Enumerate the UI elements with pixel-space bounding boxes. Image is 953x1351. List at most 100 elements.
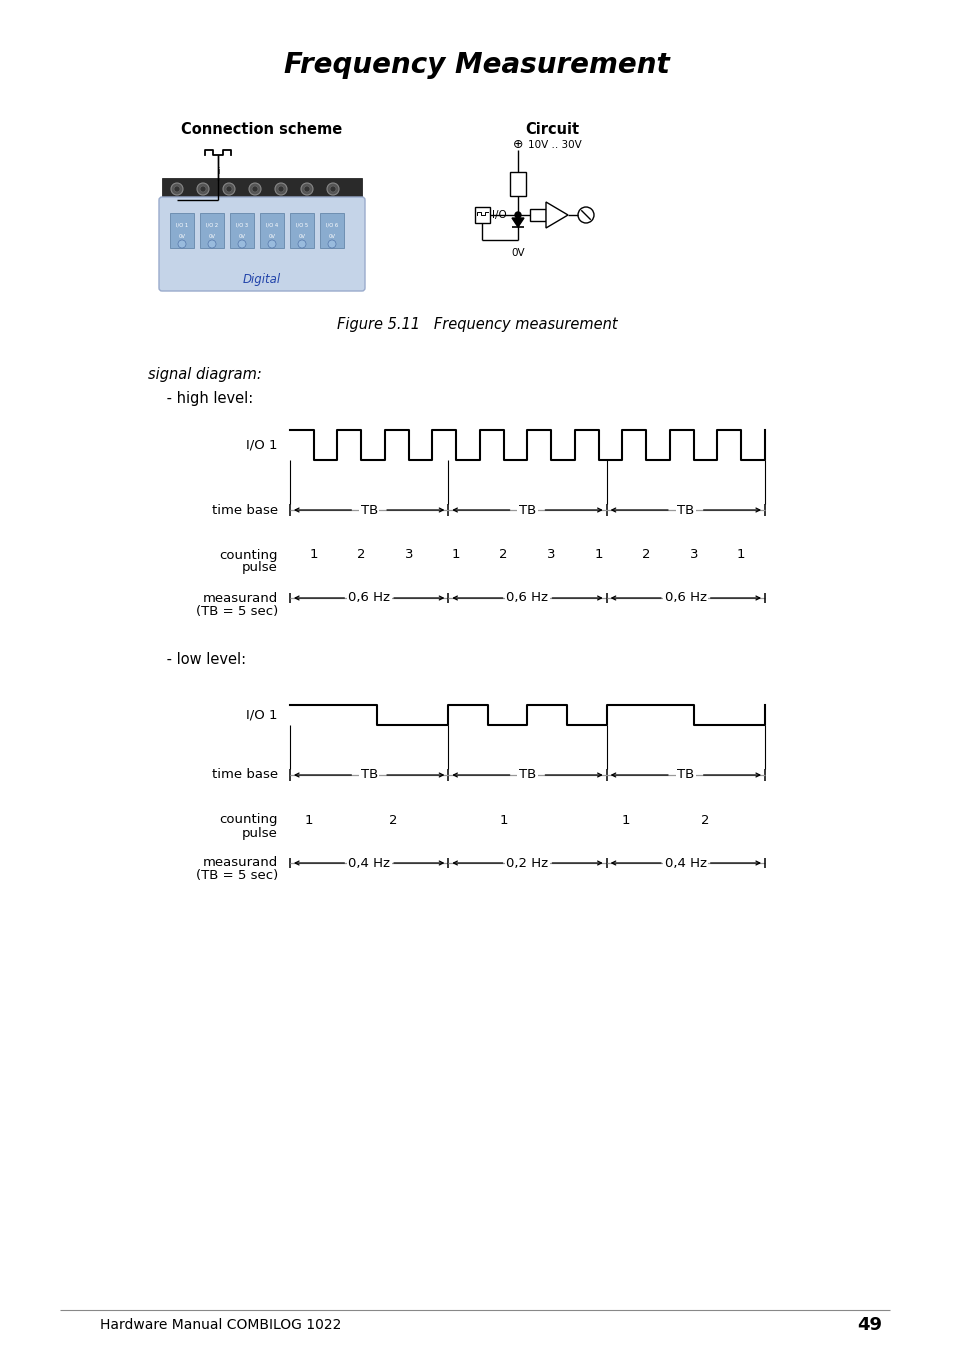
Text: 2: 2 xyxy=(356,549,365,562)
Text: 3: 3 xyxy=(546,549,555,562)
Text: signal diagram:: signal diagram: xyxy=(148,367,261,382)
Circle shape xyxy=(196,182,209,195)
Text: Circuit: Circuit xyxy=(524,123,578,138)
Circle shape xyxy=(237,240,246,249)
Bar xyxy=(200,213,224,249)
Bar xyxy=(290,213,314,249)
Text: 1: 1 xyxy=(737,549,744,562)
Text: I/O 1: I/O 1 xyxy=(246,708,277,721)
Circle shape xyxy=(223,182,234,195)
Text: Frequency Measurement: Frequency Measurement xyxy=(284,51,669,78)
Text: I/O 5: I/O 5 xyxy=(295,223,308,227)
Text: 2: 2 xyxy=(499,549,507,562)
Text: (TB = 5 sec): (TB = 5 sec) xyxy=(195,604,277,617)
Text: 0V: 0V xyxy=(268,235,275,239)
Text: measurand: measurand xyxy=(203,592,277,604)
Text: 2: 2 xyxy=(388,813,396,827)
Circle shape xyxy=(304,186,310,192)
Text: I/O 6: I/O 6 xyxy=(326,223,337,227)
Text: TB: TB xyxy=(677,504,694,516)
Text: 0,2 Hz: 0,2 Hz xyxy=(506,857,548,870)
Text: Hardware Manual COMBILOG 1022: Hardware Manual COMBILOG 1022 xyxy=(100,1319,341,1332)
Text: 0V: 0V xyxy=(209,235,215,239)
Circle shape xyxy=(171,182,183,195)
Text: I/O 3: I/O 3 xyxy=(235,223,248,227)
Text: measurand: measurand xyxy=(203,857,277,870)
Text: 2: 2 xyxy=(641,549,650,562)
Text: I/O 1: I/O 1 xyxy=(246,439,277,451)
Circle shape xyxy=(330,186,335,192)
Text: 0,4 Hz: 0,4 Hz xyxy=(348,857,390,870)
Bar xyxy=(319,213,344,249)
Bar xyxy=(260,213,284,249)
Text: time base: time base xyxy=(212,504,277,516)
Circle shape xyxy=(173,186,180,192)
Circle shape xyxy=(200,186,206,192)
Text: I/O: I/O xyxy=(492,209,506,220)
Text: (TB = 5 sec): (TB = 5 sec) xyxy=(195,870,277,882)
Circle shape xyxy=(226,186,232,192)
Text: 3: 3 xyxy=(404,549,413,562)
Text: 0V: 0V xyxy=(178,235,185,239)
Text: 3: 3 xyxy=(689,549,698,562)
Text: pulse: pulse xyxy=(242,827,277,839)
Text: 1: 1 xyxy=(499,813,507,827)
Circle shape xyxy=(327,182,338,195)
Text: 1: 1 xyxy=(304,813,313,827)
Circle shape xyxy=(515,212,520,218)
Text: Digital: Digital xyxy=(243,273,281,286)
Text: Figure 5.11   Frequency measurement: Figure 5.11 Frequency measurement xyxy=(336,317,617,332)
FancyBboxPatch shape xyxy=(159,197,365,290)
Circle shape xyxy=(578,207,594,223)
Text: Connection scheme: Connection scheme xyxy=(181,123,342,138)
Text: I/O 1: I/O 1 xyxy=(175,223,188,227)
Text: 0,6 Hz: 0,6 Hz xyxy=(348,592,390,604)
Circle shape xyxy=(274,182,287,195)
Text: ⊕: ⊕ xyxy=(512,139,522,151)
Text: 1: 1 xyxy=(620,813,629,827)
Text: i: i xyxy=(216,168,219,177)
Text: - low level:: - low level: xyxy=(162,653,246,667)
Circle shape xyxy=(208,240,215,249)
Text: 0,6 Hz: 0,6 Hz xyxy=(664,592,706,604)
Text: 0,6 Hz: 0,6 Hz xyxy=(506,592,548,604)
Text: counting: counting xyxy=(219,549,277,562)
Circle shape xyxy=(328,240,335,249)
Text: - high level:: - high level: xyxy=(162,390,253,405)
Text: TB: TB xyxy=(360,504,377,516)
Text: 0V: 0V xyxy=(238,235,245,239)
Bar xyxy=(170,213,193,249)
Text: TB: TB xyxy=(360,769,377,781)
Bar xyxy=(510,172,525,196)
Text: I/O 2: I/O 2 xyxy=(206,223,218,227)
Text: TB: TB xyxy=(518,769,536,781)
Bar xyxy=(230,213,253,249)
Text: 0,4 Hz: 0,4 Hz xyxy=(664,857,706,870)
Circle shape xyxy=(178,240,186,249)
Text: time base: time base xyxy=(212,769,277,781)
Text: 49: 49 xyxy=(857,1316,882,1333)
Text: 1: 1 xyxy=(309,549,317,562)
Bar xyxy=(162,178,361,200)
Bar xyxy=(530,209,545,222)
Text: 2: 2 xyxy=(700,813,708,827)
Bar xyxy=(475,207,490,223)
Text: TB: TB xyxy=(518,504,536,516)
Circle shape xyxy=(268,240,275,249)
Circle shape xyxy=(252,186,257,192)
Text: TB: TB xyxy=(677,769,694,781)
Text: I/O 4: I/O 4 xyxy=(266,223,278,227)
Text: pulse: pulse xyxy=(242,562,277,574)
Circle shape xyxy=(301,182,313,195)
Text: 1: 1 xyxy=(452,549,460,562)
Text: counting: counting xyxy=(219,813,277,827)
Circle shape xyxy=(249,182,261,195)
Text: 0V: 0V xyxy=(328,235,335,239)
Text: 1: 1 xyxy=(594,549,602,562)
Polygon shape xyxy=(545,203,567,228)
Circle shape xyxy=(277,186,284,192)
Polygon shape xyxy=(512,218,523,227)
Text: 0V: 0V xyxy=(511,249,524,258)
Text: 0V: 0V xyxy=(298,235,305,239)
Text: 10V .. 30V: 10V .. 30V xyxy=(527,141,581,150)
